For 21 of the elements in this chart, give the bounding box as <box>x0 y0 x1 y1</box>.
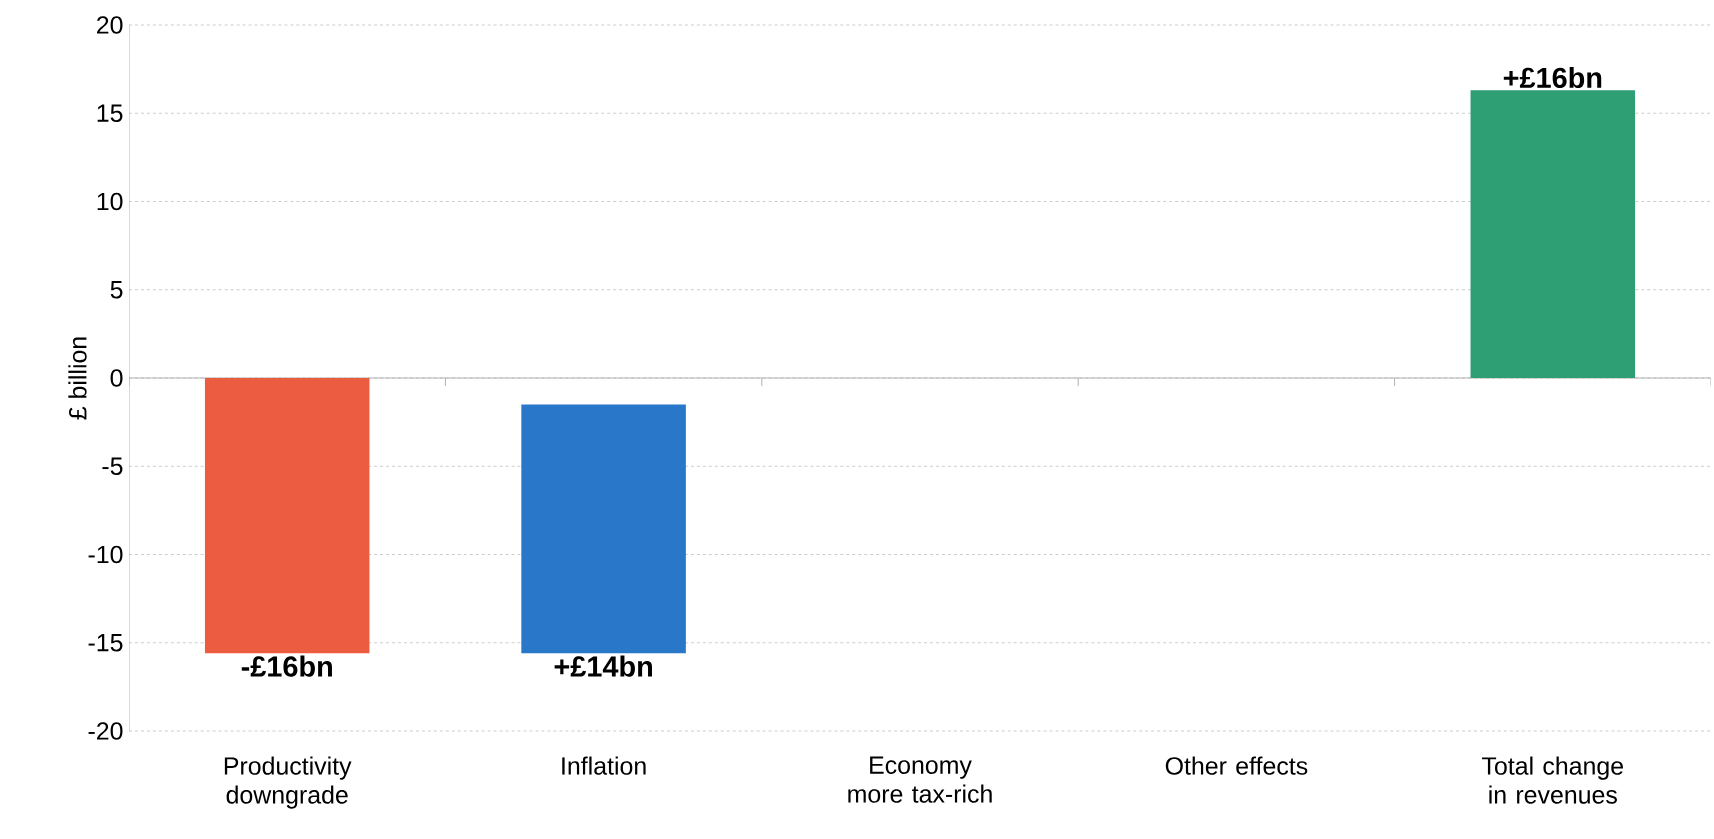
bar <box>204 378 370 654</box>
y-axis-title: £ billion <box>68 337 87 420</box>
x-tick-label: Other effects <box>1165 756 1308 775</box>
y-tick-label: -20 <box>88 722 123 740</box>
y-tick-label: -10 <box>88 545 123 564</box>
x-tick-label: Total change in revenues <box>1482 756 1623 804</box>
data-label: -£16bn <box>241 655 332 677</box>
y-tick-label: -5 <box>102 457 123 475</box>
data-label: +£16bn <box>1503 66 1602 89</box>
bar <box>1470 90 1636 378</box>
x-tick-label: Inflation <box>562 756 646 775</box>
y-tick-label: 15 <box>97 104 123 122</box>
y-tick-label: 5 <box>110 281 123 299</box>
bar <box>521 404 686 654</box>
y-tick-label: 10 <box>97 192 123 211</box>
y-tick-label: 0 <box>110 369 123 387</box>
y-tick-label: -15 <box>88 634 123 652</box>
y-tick-label: 20 <box>97 16 123 34</box>
x-tick-label: Economy more tax-rich <box>848 756 992 803</box>
x-tick-label: Productivity downgrade <box>224 756 352 809</box>
data-label: +£14bn <box>554 655 652 677</box>
